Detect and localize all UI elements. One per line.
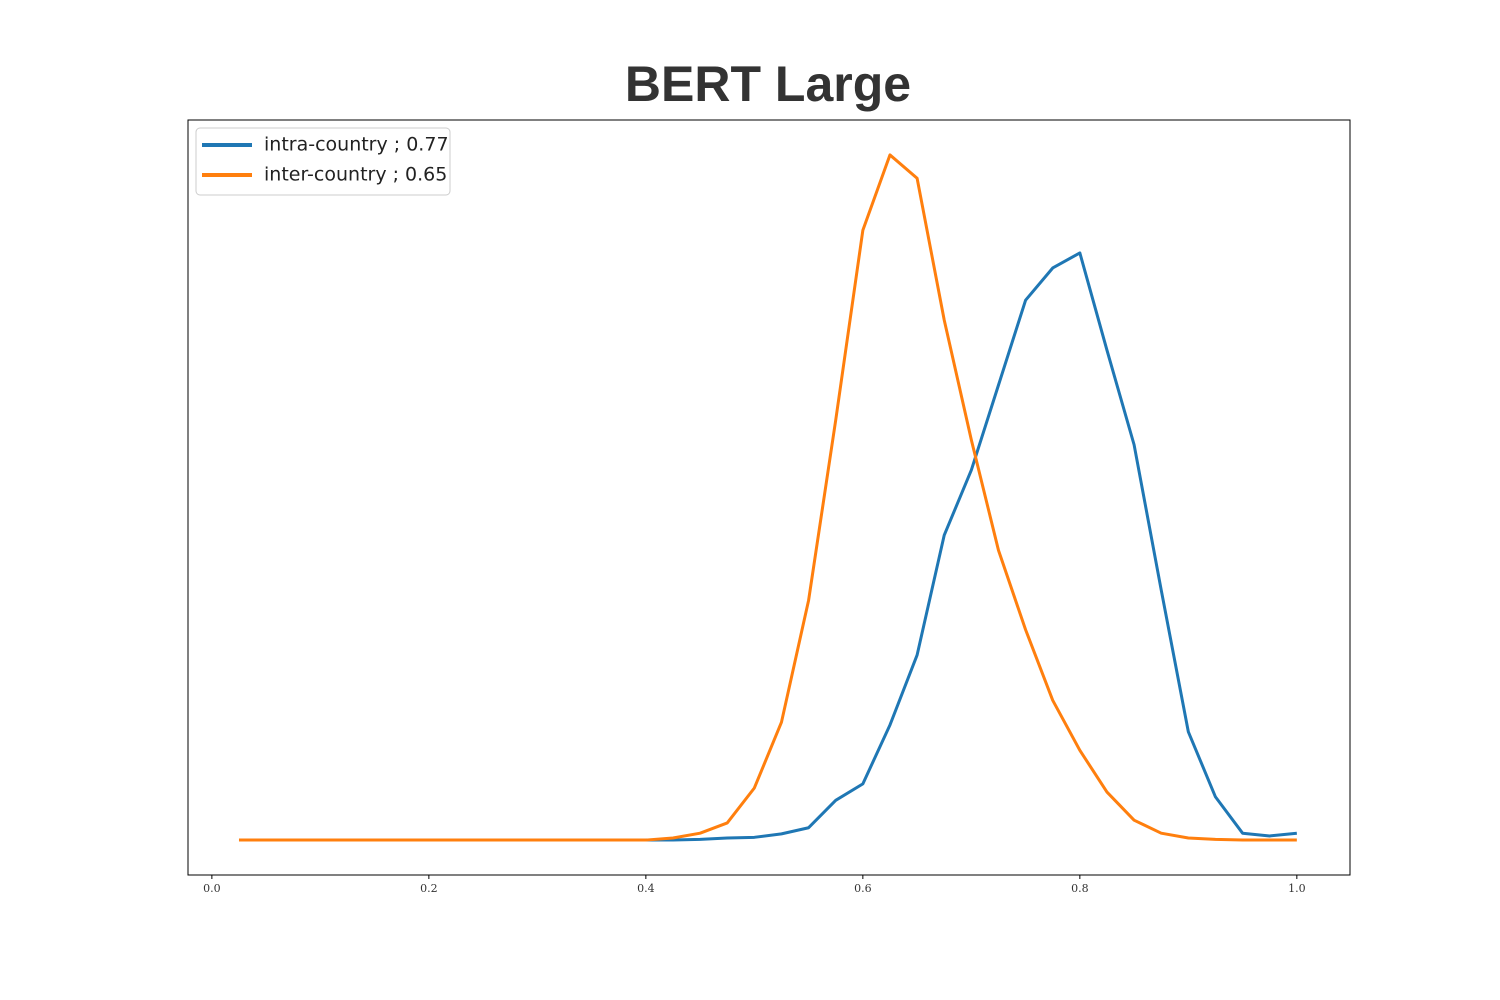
x-tick-label: 0.8 [1071,882,1089,895]
x-tick-label: 0.0 [203,882,221,895]
legend-box [195,127,451,196]
plot-frame [187,119,1351,876]
legend-label: intra-country ; 0.77 [264,134,449,156]
line [238,153,1297,842]
x-tick-label: 0.6 [854,882,872,895]
x-tick-label: 1.0 [1288,882,1306,895]
chart-title: BERT Large [625,56,911,112]
x-tick-label: 0.4 [637,882,655,895]
x-tick-label: 0.2 [420,882,438,895]
legend-label: inter-country ; 0.65 [264,164,447,186]
